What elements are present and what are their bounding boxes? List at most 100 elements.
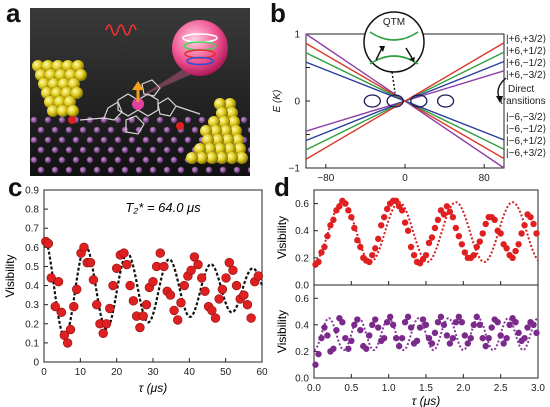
c-data-point <box>253 271 264 281</box>
gold-atom <box>222 134 234 146</box>
gold-atom <box>224 143 236 155</box>
b-ytick-label: −1 <box>289 164 301 175</box>
b-transitions-label: transitions <box>500 96 546 107</box>
c-ytick-label: 0.6 <box>25 243 39 254</box>
c-data-point <box>138 311 148 321</box>
d-top-data-point <box>521 222 528 229</box>
d-top-data-point <box>321 243 328 251</box>
gold-atom <box>216 107 228 119</box>
gold-atom <box>232 134 244 146</box>
d-bottom-data-point <box>383 319 391 326</box>
gold-atom <box>186 152 198 164</box>
substrate-atom <box>30 116 38 124</box>
b-qtm-arrow-left <box>375 47 383 61</box>
substrate-atom <box>30 136 38 144</box>
c-ytick-label: 0.4 <box>25 281 39 292</box>
b-qtm-inset <box>363 11 425 73</box>
b-xtick-label: 80 <box>479 173 491 184</box>
substrate-atom <box>51 166 59 174</box>
c-data-point <box>189 252 200 262</box>
c-data-point <box>169 305 179 316</box>
d-top-data-point <box>515 241 522 248</box>
d-top-data-point <box>503 245 510 252</box>
substrate-atom <box>184 136 192 144</box>
d-bottom-data-point <box>515 329 522 337</box>
d-bottom-data-point <box>533 329 540 337</box>
c-ytick-label: 0.5 <box>25 262 39 273</box>
substrate-atom <box>142 136 150 144</box>
d-bottom-data-point <box>312 361 319 368</box>
d-bottom-data-point <box>506 321 513 329</box>
c-data-point <box>85 257 96 268</box>
d-top-data-point <box>378 222 385 229</box>
d-bottom-data-point <box>345 345 352 352</box>
gold-atom <box>214 98 226 110</box>
substrate-atom <box>44 136 52 144</box>
c-data-point <box>217 284 228 295</box>
d-top-data-point <box>518 230 525 237</box>
d-top-data-point <box>530 220 537 228</box>
d-bottom-xtick-label: 0.5 <box>344 383 358 394</box>
d-top-data-point <box>366 258 373 266</box>
substrate-atom <box>100 136 108 144</box>
b-xtick-label: −80 <box>317 173 334 184</box>
substrate-atom <box>156 136 164 144</box>
gold-electrode-right <box>186 98 248 164</box>
panel-label-c: c <box>8 172 23 202</box>
c-data-point <box>111 263 122 274</box>
c-data-point <box>119 248 129 258</box>
d-top-ytick-label: 0.6 <box>295 199 309 210</box>
substrate-atom <box>205 166 213 174</box>
gold-atom <box>210 125 222 137</box>
d-bottom-data-point <box>375 324 382 331</box>
gold-atom <box>208 116 220 128</box>
d-bottom-data-point <box>324 332 331 339</box>
d-bottom-data-point <box>524 324 531 331</box>
c-title: T₂* = 64.0 μs <box>125 200 201 215</box>
panel-b-chart: −1 0 1 −80 0 80 E (K) |+6,+3/2⟩|+6,+1/2⟩|+6,−1/… <box>272 11 547 184</box>
d-top-data-point <box>348 213 355 221</box>
d-bottom-ytick-label: 0.6 <box>295 294 309 305</box>
d-top-ytick-label: 0.4 <box>295 226 309 237</box>
d-top-data-point <box>324 232 331 240</box>
substrate-atom <box>44 116 52 124</box>
d-top-data-point <box>452 224 460 232</box>
c-xtick-label: 60 <box>256 367 268 378</box>
c-data-point <box>108 280 118 291</box>
gold-atom <box>224 98 236 110</box>
substrate-atom <box>191 126 199 134</box>
d-top-data-point <box>533 230 540 237</box>
c-data-point <box>173 315 183 325</box>
substrate-atom <box>30 156 38 164</box>
d-bottom-data-point <box>392 334 400 342</box>
substrate-atom <box>170 116 178 124</box>
substrate-atom <box>135 166 143 174</box>
c-data-point <box>128 296 139 306</box>
d-bottom-data-point <box>500 340 507 347</box>
gold-atom <box>226 107 238 119</box>
panel-label-d: d <box>274 172 290 202</box>
substrate-atom <box>170 136 178 144</box>
d-bottom-data-point <box>330 345 337 352</box>
d-bottom-data-point <box>339 319 346 326</box>
d-top-ytick-label: 0.0 <box>295 281 309 292</box>
d-bottom-data-point <box>413 337 421 344</box>
d-bottom-data-point <box>389 321 397 329</box>
substrate-atom <box>149 126 157 134</box>
d-bottom-data-point <box>428 340 436 347</box>
gold-atom <box>196 152 208 164</box>
d-bottom-xtick-label: 2.5 <box>494 383 508 394</box>
substrate-atom <box>247 166 250 174</box>
substrate-atom <box>107 126 115 134</box>
substrate-atom <box>247 146 250 154</box>
d-bottom-data-point <box>366 332 373 339</box>
gold-atom <box>75 69 87 81</box>
substrate-atom <box>163 146 171 154</box>
d-bottom-xtick-label: 2.0 <box>456 383 470 394</box>
gold-atom <box>206 152 218 164</box>
d-bottom-data-point <box>398 334 406 342</box>
d-bottom-data-point <box>422 321 430 329</box>
d-bottom-data-point <box>318 334 325 342</box>
substrate-atom <box>142 156 150 164</box>
c-ytick-label: 0.3 <box>25 300 39 311</box>
